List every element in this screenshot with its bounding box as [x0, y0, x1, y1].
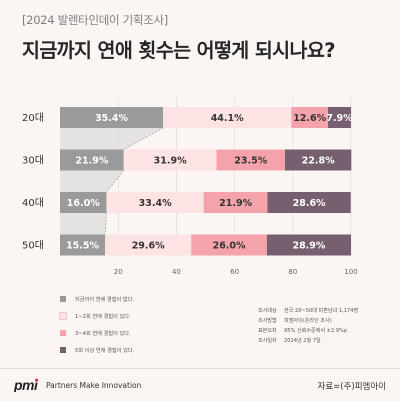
bar-segment — [328, 107, 351, 128]
data-label: 7.9% — [326, 113, 353, 124]
bar-segment — [60, 107, 164, 128]
legend-item-1-2: 1~2회 연애 경험이 있다. — [59, 309, 134, 323]
data-label: 44.1% — [211, 113, 244, 124]
footer: pmi p m ı Partners Make Innovation 자료=(주… — [0, 368, 400, 401]
data-label: 33.4% — [139, 198, 172, 209]
connector-line — [104, 212, 107, 235]
bar-segment — [203, 192, 268, 213]
data-label: 15.5% — [66, 241, 99, 252]
legend-label: 지금까지 연애 경험이 없다. — [75, 296, 135, 303]
data-label: 26.0% — [213, 241, 246, 252]
survey-info-key: 표본오차 — [258, 327, 277, 334]
category-label: 20대 — [22, 112, 44, 124]
survey-info-value: 2024년 2월 7일 — [284, 337, 321, 344]
report-tag: [2024 발렌타인데이 기획조사] — [22, 13, 168, 27]
connector-line — [106, 170, 125, 193]
legend-label: 1~2회 연애 경험이 있다. — [75, 313, 131, 320]
category-label: 40대 — [22, 197, 44, 209]
bar-segment — [60, 149, 124, 171]
survey-info-row: 조사방법 피앰아이(온라인 조사) — [258, 315, 358, 325]
legend-swatch — [60, 347, 66, 353]
survey-info-key: 조사일자 — [258, 337, 277, 344]
data-label: 28.9% — [292, 241, 325, 252]
survey-info: 조사대상 전국 20~50대 미혼남녀 1,174명 조사방법 피앰아이(온라인… — [258, 305, 358, 345]
bar-segment — [284, 149, 352, 171]
bar-segment — [105, 234, 192, 256]
legend: 지금까지 연애 경험이 없다. 1~2회 연애 경험이 있다. 3~4회 연애 … — [59, 292, 134, 360]
survey-info-row: 표본오차 95% 신뢰수준에서 ±2.9%p — [258, 325, 358, 335]
x-tick-label: 60 — [230, 268, 239, 276]
x-tick-label: 100 — [344, 268, 357, 276]
connector-band — [60, 213, 107, 235]
legend-swatch — [60, 296, 66, 302]
svg-text:m: m — [22, 378, 34, 392]
bar-segment — [291, 107, 329, 128]
bar-segment — [191, 234, 267, 256]
bar-segment — [106, 192, 204, 213]
bar-segment — [266, 234, 351, 256]
legend-swatch — [60, 330, 66, 336]
data-label: 31.9% — [154, 156, 187, 167]
bar-segment — [60, 192, 107, 213]
x-tick-label: 80 — [288, 268, 297, 276]
pmi-logo: pmi p m ı — [14, 378, 39, 392]
legend-item-5-plus: 5회 이상 연애 경험이 있다. — [60, 343, 134, 357]
x-tick-label: 20 — [114, 268, 123, 276]
data-label: 21.9% — [75, 156, 108, 167]
data-label: 29.6% — [132, 241, 165, 252]
stacked-bar-chart: 20대 35.4% 44.1% 12.6% 7.9% 30대 21.9% 31.9% 23.5%… — [22, 98, 358, 276]
survey-info-value: 전국 20~50대 미혼남녀 1,174명 — [284, 307, 359, 314]
bar-segment — [216, 149, 285, 171]
tagline: Partners Make Innovation — [46, 381, 142, 390]
connector-band — [60, 170, 124, 192]
category-label: 30대 — [22, 155, 44, 167]
legend-label: 5회 이상 연애 경험이 있다. — [75, 347, 135, 354]
data-label: 23.5% — [234, 156, 267, 167]
legend-item-3-4: 3~4회 연애 경험이 있다. — [60, 326, 134, 340]
bar-segment — [123, 149, 217, 171]
survey-info-row: 조사일자 2024년 2월 7일 — [258, 335, 358, 345]
data-label: 16.0% — [67, 198, 100, 209]
connector-line — [123, 127, 164, 150]
bar-segment — [267, 192, 351, 213]
data-label: 22.8% — [302, 156, 335, 167]
category-label: 50대 — [22, 240, 44, 252]
data-label: 21.9% — [219, 198, 252, 209]
legend-label: 3~4회 연애 경험이 있다. — [75, 330, 131, 337]
data-label: 35.4% — [95, 113, 128, 124]
survey-info-value: 피앰아이(온라인 조사) — [284, 317, 332, 324]
survey-info-value: 95% 신뢰수준에서 ±2.9%p — [284, 327, 348, 334]
connector-band — [60, 128, 164, 150]
legend-swatch — [59, 312, 67, 320]
bar-segment — [163, 107, 292, 128]
survey-info-row: 조사대상 전국 20~50대 미혼남녀 1,174명 — [258, 305, 358, 315]
x-tick-label: 40 — [172, 268, 181, 276]
bar-segment — [60, 234, 106, 256]
source-credit: 자료=(주)피엠아이 — [317, 382, 387, 392]
data-label: 28.6% — [293, 198, 326, 209]
survey-info-key: 조사대상 — [258, 307, 277, 314]
chart-title: 지금까지 연애 횟수는 어떻게 되시나요? — [22, 39, 336, 62]
svg-text:ı: ı — [34, 378, 38, 392]
data-label: 12.6% — [293, 113, 326, 124]
survey-info-key: 조사방법 — [258, 317, 277, 324]
legend-item-none: 지금까지 연애 경험이 없다. — [60, 292, 134, 306]
svg-text:p: p — [14, 378, 23, 392]
